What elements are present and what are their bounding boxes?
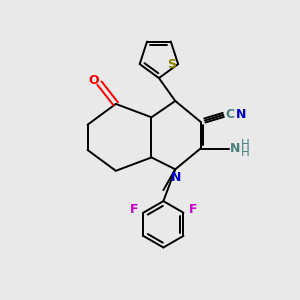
- Text: C: C: [226, 108, 235, 122]
- Text: F: F: [130, 203, 138, 216]
- Text: H: H: [241, 146, 250, 159]
- Text: N: N: [171, 171, 181, 184]
- Text: H: H: [241, 138, 250, 151]
- Text: S: S: [167, 58, 176, 70]
- Text: F: F: [189, 203, 197, 216]
- Text: N: N: [230, 142, 240, 155]
- Text: N: N: [236, 108, 246, 122]
- Text: O: O: [89, 74, 99, 87]
